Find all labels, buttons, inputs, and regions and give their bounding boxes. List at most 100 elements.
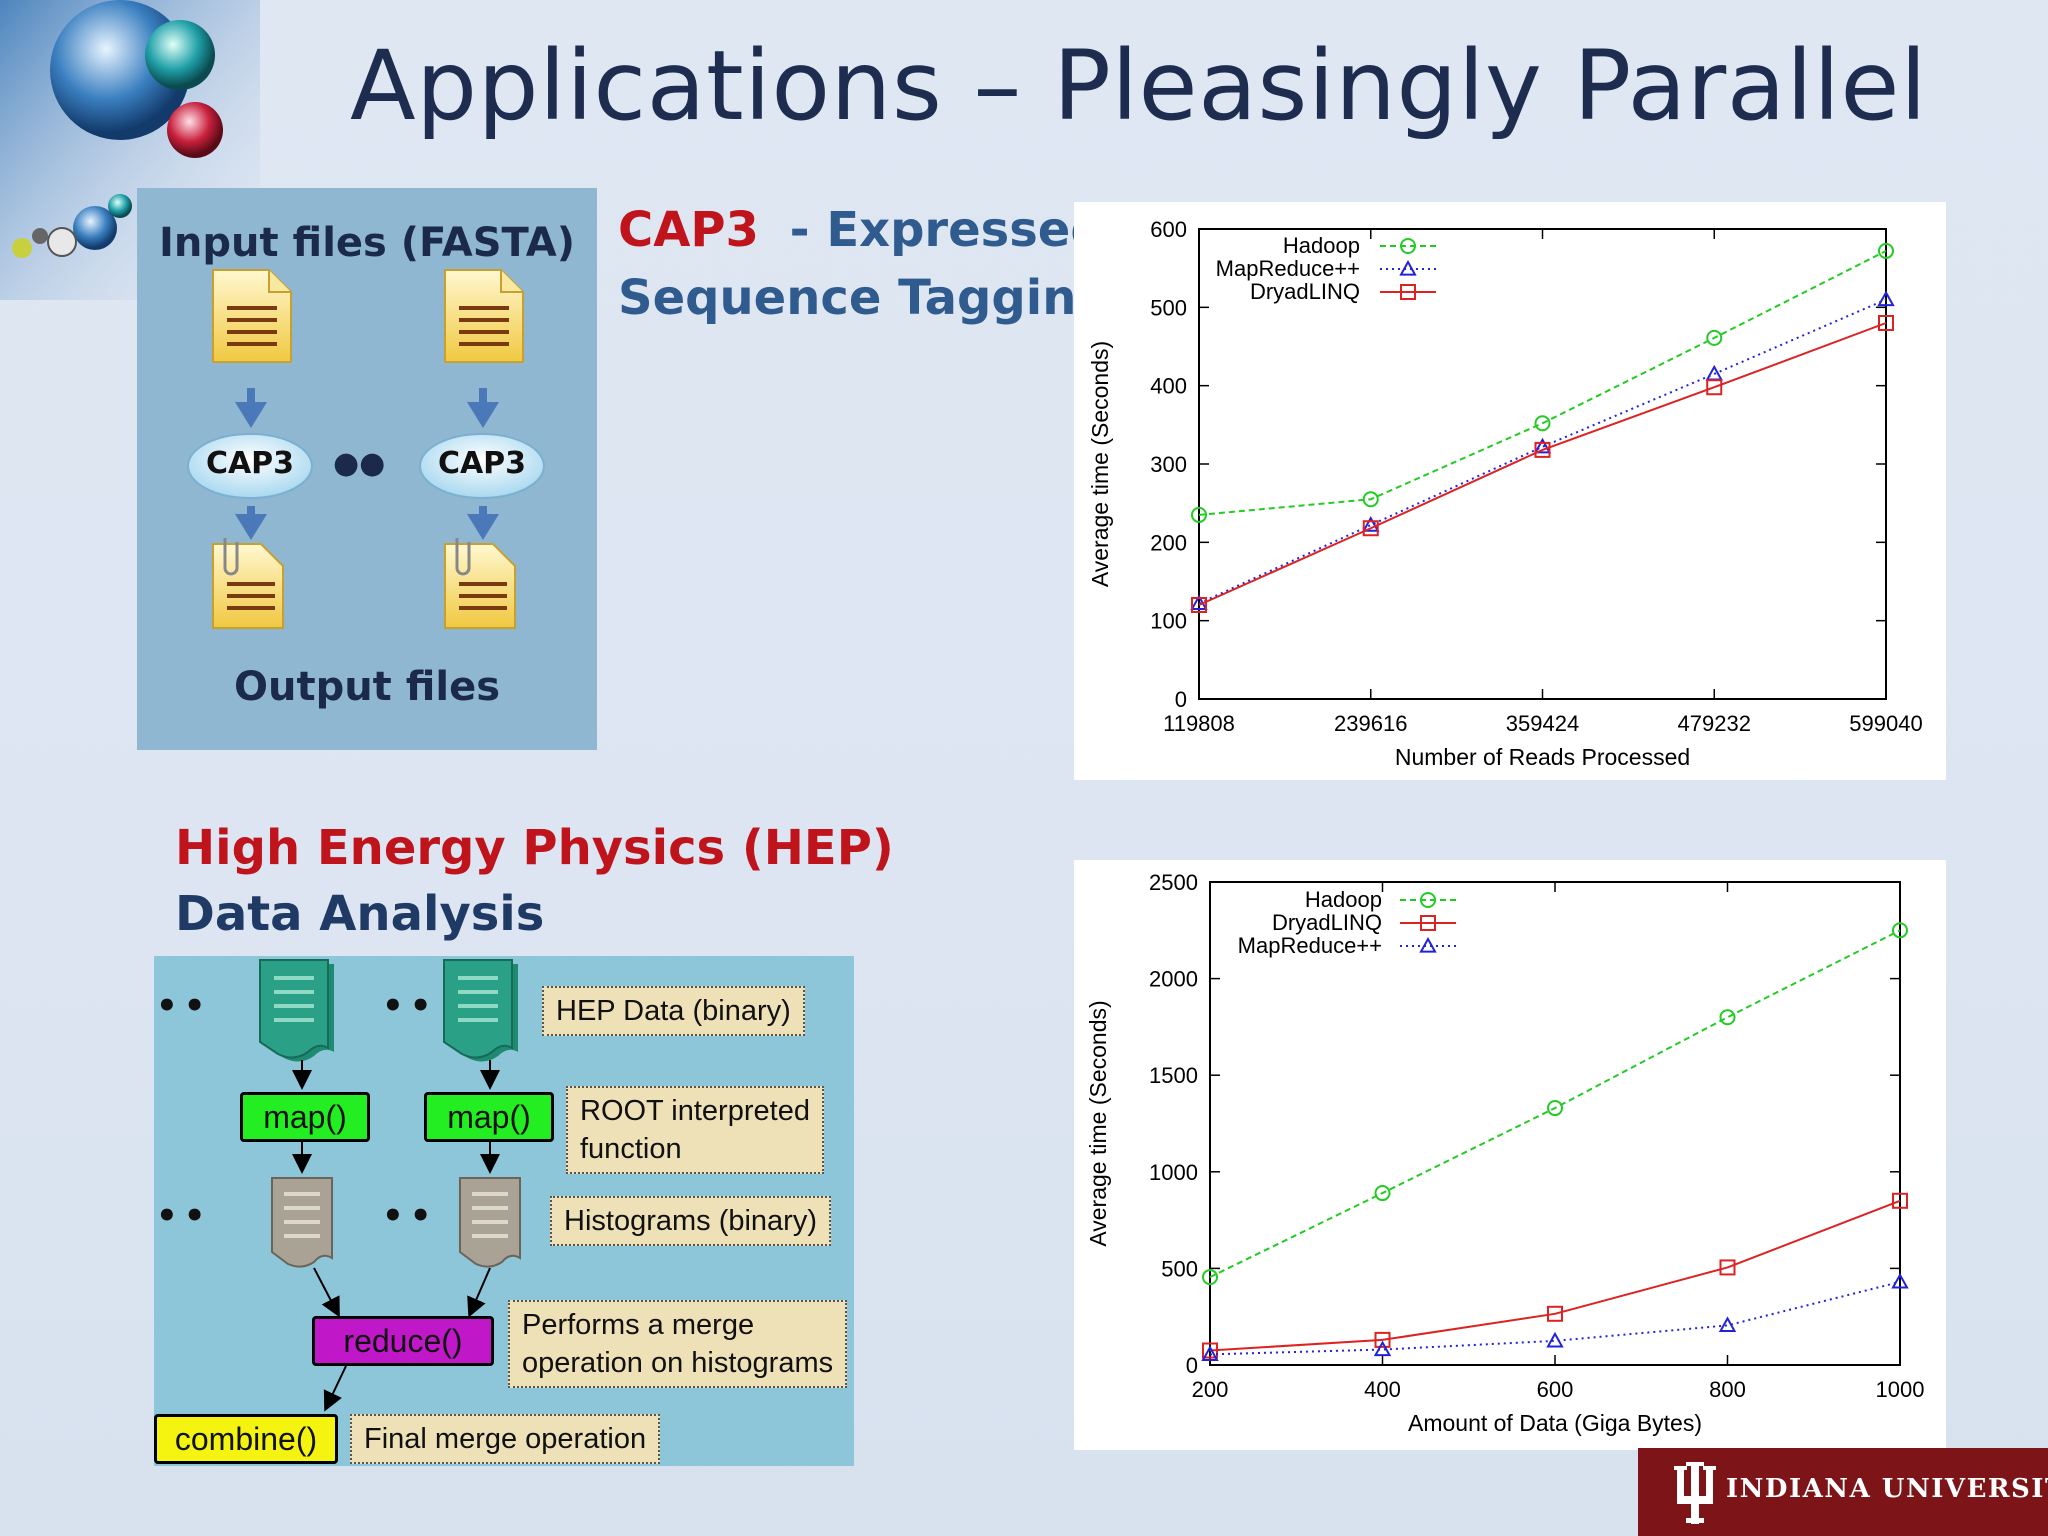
x-axis-label: Number of Reads Processed — [1395, 744, 1690, 770]
data-point — [1877, 290, 1895, 307]
data-point — [1191, 506, 1207, 523]
y-tick-label: 0 — [1175, 687, 1187, 712]
note-merge-line2: operation on histograms — [522, 1347, 834, 1379]
y-tick-label: 500 — [1150, 295, 1187, 320]
data-point — [1878, 242, 1894, 259]
note-merge-line1: Performs a merge — [522, 1309, 755, 1341]
output-file-icon — [212, 538, 284, 629]
decorative-globe-graphic — [0, 0, 260, 300]
legend-label: MapReduce++ — [1238, 933, 1382, 958]
y-tick-label: 2500 — [1149, 870, 1198, 895]
combine-function-box: combine() — [154, 1414, 338, 1464]
cap3-diagram-panel: Input files (FASTA) Output files — [137, 188, 597, 750]
legend-label: MapReduce++ — [1216, 256, 1360, 281]
hep-heading-line1: High Energy Physics (HEP) — [175, 820, 894, 876]
note-final-merge: Final merge operation — [350, 1414, 661, 1464]
data-point — [1374, 1331, 1391, 1348]
y-tick-label: 600 — [1150, 217, 1187, 242]
input-files-label: Input files (FASTA) — [159, 220, 575, 266]
ellipsis-dots: ●● — [333, 446, 386, 481]
data-point — [1892, 1192, 1908, 1209]
chart-hep-box: 0 500 1000 1500 2000 2500 200 400 600 800 1000 Amou… — [1074, 860, 1946, 1450]
chart-cap3: 0 100 200 300 400 500 600 119808 239616 359424 479… — [1087, 217, 1923, 770]
note-hep-data: HEP Data (binary) — [542, 986, 805, 1036]
x-tick-label: 359424 — [1506, 711, 1579, 736]
cap3-heading-line2: Sequence Tagging — [618, 270, 1111, 326]
cap3-node — [419, 433, 545, 499]
legend-label: DryadLINQ — [1272, 910, 1382, 935]
y-tick-label: 200 — [1150, 530, 1187, 555]
reduce-function-box: reduce() — [312, 1316, 494, 1366]
hep-heading-line2: Data Analysis — [175, 886, 545, 942]
series-line-hadoop — [1198, 250, 1887, 516]
note-histograms: Histograms (binary) — [550, 1196, 831, 1246]
x-tick-label: 119808 — [1163, 711, 1235, 736]
y-tick-label: 0 — [1186, 1353, 1198, 1378]
data-point — [1362, 491, 1379, 508]
chart-cap3-box: 0 100 200 300 400 500 600 119808 239616 359424 479… — [1074, 202, 1946, 780]
output-files-label: Output files — [233, 664, 501, 710]
legend-marker — [1400, 284, 1416, 300]
legend-marker — [1400, 238, 1416, 254]
histogram-file-icon — [271, 1177, 333, 1268]
y-tick-label: 2000 — [1149, 967, 1198, 992]
series-line-hadoop — [1209, 929, 1901, 1278]
data-point — [1534, 415, 1551, 432]
data-point — [1547, 1305, 1563, 1322]
legend-label: DryadLINQ — [1250, 279, 1360, 304]
x-tick-label: 479232 — [1678, 711, 1751, 736]
legend-label: Hadoop — [1305, 887, 1382, 912]
data-point — [1706, 379, 1723, 396]
hep-flow-graphic — [259, 959, 521, 1412]
cap3-heading-rest: Expressed — [826, 202, 1105, 258]
input-file-icon — [212, 269, 292, 363]
x-axis-label: Amount of Data (Giga Bytes) — [1408, 1410, 1702, 1436]
iu-trident-logo-icon — [1674, 1462, 1716, 1524]
data-point — [1546, 1331, 1564, 1348]
data-point — [1202, 1269, 1218, 1286]
chart-hep: 0 500 1000 1500 2000 2500 200 400 600 800 1000 Amou… — [1085, 870, 1925, 1436]
data-point — [1719, 1009, 1736, 1026]
y-tick-label: 1000 — [1149, 1160, 1198, 1185]
legend-marker — [1420, 892, 1436, 908]
data-point — [1718, 1316, 1737, 1332]
data-point — [1547, 1100, 1563, 1117]
map-function-box: map() — [240, 1092, 370, 1142]
x-tick-label: 400 — [1364, 1377, 1401, 1402]
data-point — [1373, 1340, 1392, 1357]
data-point — [1878, 315, 1894, 331]
ellipsis-dots: •• — [156, 986, 212, 1026]
note-root-function: ROOT interpreted function — [566, 1086, 824, 1174]
x-tick-label: 599040 — [1849, 711, 1922, 736]
data-point — [1201, 1345, 1219, 1361]
series-line-mapreduce — [1209, 1280, 1901, 1356]
y-axis-label: Average time (Seconds) — [1087, 341, 1113, 587]
data-point — [1533, 437, 1552, 454]
page-title: Applications – Pleasingly Parallel — [350, 30, 1928, 142]
series-line-dryadlinq — [1198, 322, 1887, 606]
note-root-line1: ROOT interpreted — [580, 1095, 810, 1127]
cap3-node-label: CAP3 — [437, 446, 527, 481]
legend-marker — [1399, 259, 1417, 276]
data-point — [1191, 597, 1207, 613]
data-point — [1719, 1259, 1736, 1276]
down-arrow-icon — [235, 388, 499, 540]
series-line-dryadlinq — [1209, 1199, 1901, 1352]
ellipsis-dots: •• — [382, 986, 438, 1026]
data-point — [1891, 1272, 1909, 1289]
data-point — [1534, 441, 1551, 458]
data-point — [1362, 520, 1379, 537]
x-tick-label: 800 — [1709, 1377, 1746, 1402]
cap3-flow-graphic — [187, 269, 545, 629]
legend-label: Hadoop — [1283, 233, 1360, 258]
y-tick-label: 400 — [1150, 374, 1187, 399]
ellipsis-dots: •• — [156, 1196, 212, 1236]
note-root-line2: function — [580, 1133, 682, 1165]
input-file-icon — [444, 269, 524, 363]
x-tick-label: 1000 — [1876, 1377, 1925, 1402]
note-merge: Performs a merge operation on histograms — [508, 1300, 848, 1388]
hep-diagram-panel: map() map() reduce() combine() •• •• •• … — [154, 956, 854, 1466]
legend-marker — [1419, 936, 1437, 953]
data-point — [1362, 516, 1380, 532]
histogram-file-icon — [459, 1177, 521, 1268]
